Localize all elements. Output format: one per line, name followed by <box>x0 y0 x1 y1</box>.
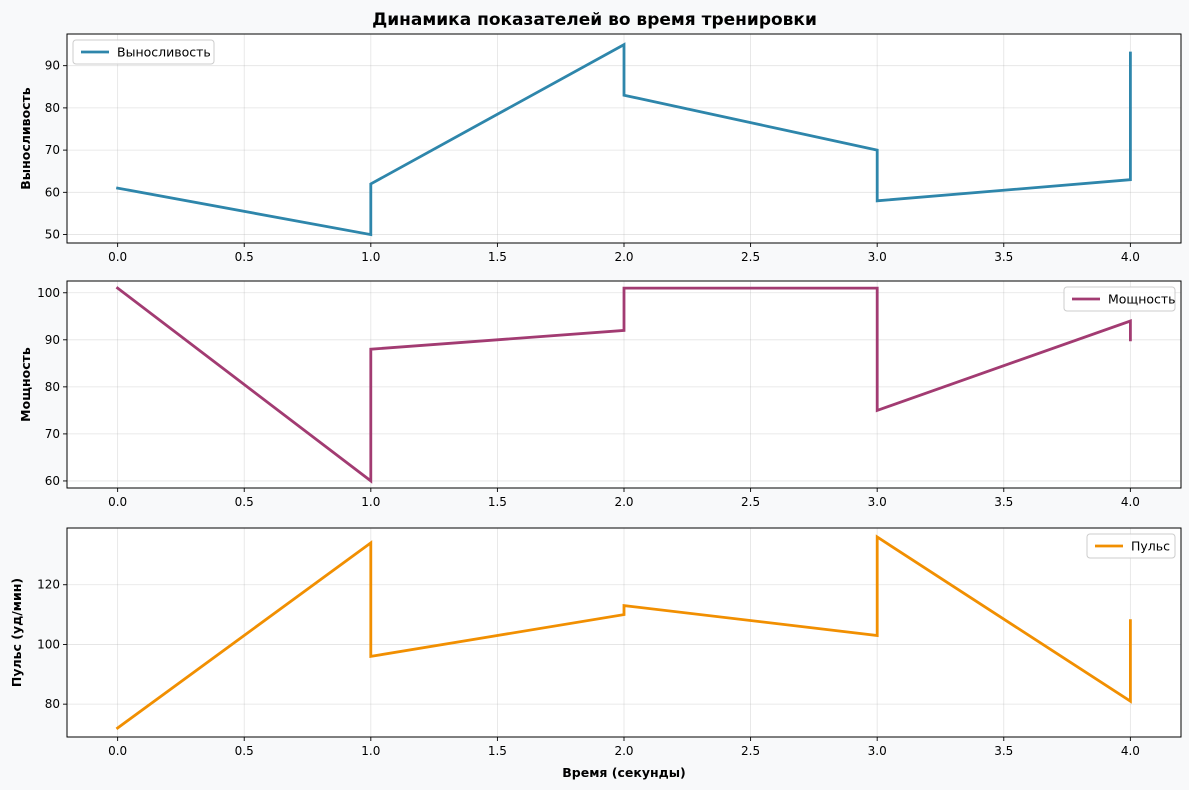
x-tick-label: 0.5 <box>235 495 254 509</box>
legend-box <box>1063 286 1176 312</box>
x-tick-label: 2.5 <box>741 744 760 758</box>
y-tick-label: 50 <box>45 228 60 242</box>
x-tick-label: 1.0 <box>361 250 380 264</box>
y-axis-label: Мощность <box>18 347 33 422</box>
legend: Мощность <box>1063 286 1176 312</box>
legend: Пульс <box>1086 533 1176 559</box>
x-tick-label: 3.5 <box>994 744 1013 758</box>
x-tick-label: 2.5 <box>741 495 760 509</box>
legend-label: Мощность <box>1108 292 1176 307</box>
x-axis-label: Время (секунды) <box>562 765 686 780</box>
y-tick-label: 80 <box>45 697 60 711</box>
y-tick-label: 70 <box>45 143 60 157</box>
y-tick-label: 120 <box>37 578 60 592</box>
plot-frame <box>66 280 1182 489</box>
series-line <box>115 42 1132 237</box>
y-tick-label: 80 <box>45 101 60 115</box>
y-tick-label: 70 <box>45 427 60 441</box>
x-tick-label: 1.5 <box>488 495 507 509</box>
x-tick-label: 1.0 <box>361 495 380 509</box>
panel-3: 0.0 0.5 1.0 1.5 2.0 2.5 3.0 3.5 4.0 80 100 120 Пульс… <box>9 527 1182 780</box>
x-tick-label: 3.0 <box>868 744 887 758</box>
plot-area <box>66 527 1182 738</box>
x-tick-label: 4.0 <box>1121 495 1140 509</box>
x-tick-label: 4.0 <box>1121 250 1140 264</box>
x-tick-label: 2.0 <box>614 250 633 264</box>
chart-panels: 0.0 0.5 1.0 1.5 2.0 2.5 3.0 3.5 4.0 50 60 70 80 90 Вын… <box>9 33 1182 780</box>
x-tick-label: 0.5 <box>235 744 254 758</box>
y-axis-label: Выносливость <box>18 87 33 190</box>
x-tick-label: 3.5 <box>994 250 1013 264</box>
legend-label: Выносливость <box>117 45 211 60</box>
series-line <box>115 286 1132 484</box>
legend-label: Пульс <box>1131 539 1170 554</box>
x-tick-label: 3.0 <box>868 495 887 509</box>
plot-frame <box>66 527 1182 738</box>
legend: Выносливость <box>72 39 215 65</box>
legend-box <box>72 39 215 65</box>
x-tick-label: 0.5 <box>235 250 254 264</box>
x-tick-label: 4.0 <box>1121 744 1140 758</box>
legend-box <box>1086 533 1176 559</box>
x-tick-label: 2.0 <box>614 744 633 758</box>
x-tick-label: 2.0 <box>614 495 633 509</box>
x-tick-label: 2.5 <box>741 250 760 264</box>
plot-frame <box>66 33 1182 244</box>
x-tick-label: 0.0 <box>108 495 127 509</box>
x-tick-label: 0.0 <box>108 250 127 264</box>
y-tick-label: 100 <box>37 286 60 300</box>
x-tick-label: 3.5 <box>994 495 1013 509</box>
x-tick-label: 1.5 <box>488 744 507 758</box>
panel-2: 0.0 0.5 1.0 1.5 2.0 2.5 3.0 3.5 4.0 60 70 80 90 100 Мо… <box>18 280 1182 509</box>
x-tick-label: 1.0 <box>361 744 380 758</box>
y-tick-label: 100 <box>37 637 60 651</box>
panel-1: 0.0 0.5 1.0 1.5 2.0 2.5 3.0 3.5 4.0 50 60 70 80 90 Вын… <box>18 33 1182 264</box>
y-tick-label: 80 <box>45 380 60 394</box>
y-tick-label: 60 <box>45 185 60 199</box>
y-tick-label: 60 <box>45 474 60 488</box>
x-tick-label: 3.0 <box>868 250 887 264</box>
y-tick-label: 90 <box>45 333 60 347</box>
x-tick-label: 1.5 <box>488 250 507 264</box>
y-axis-label: Пульс (уд/мин) <box>9 578 24 687</box>
x-tick-label: 0.0 <box>108 744 127 758</box>
figure-title: Динамика показателей во время тренировки <box>372 10 817 30</box>
series-line <box>115 534 1132 730</box>
y-tick-label: 90 <box>45 59 60 73</box>
